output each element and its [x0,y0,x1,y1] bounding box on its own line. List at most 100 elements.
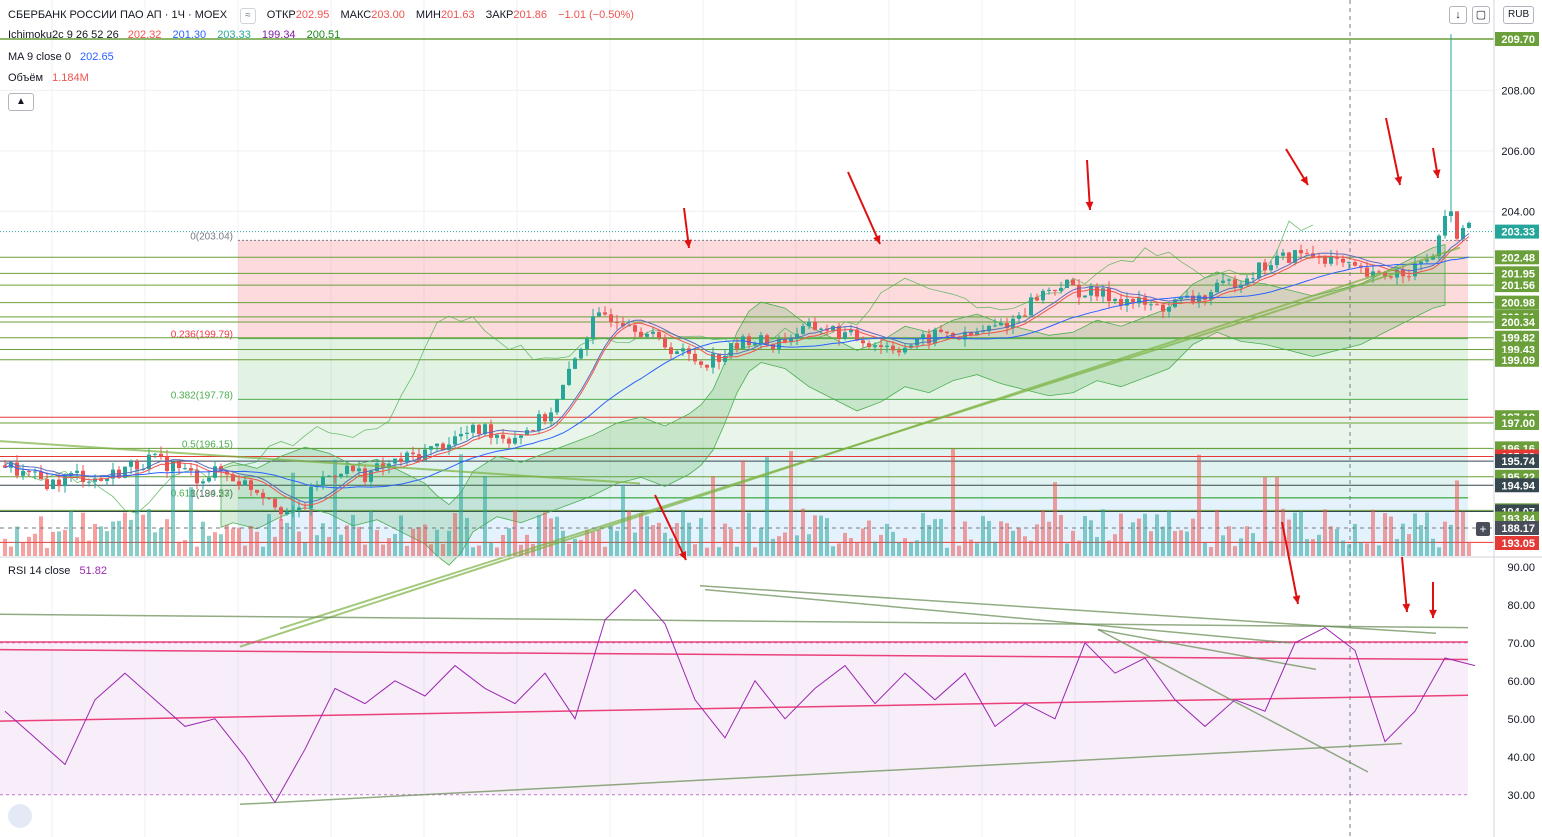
candle-body [51,479,55,490]
candle [195,464,199,490]
volume-bar [285,522,289,556]
volume-bar [987,520,991,556]
volume-bar [525,534,529,556]
candle [1029,293,1033,317]
volume-bar [1377,545,1381,556]
volume-bar [1029,540,1033,556]
volume-bar [105,531,109,556]
candle-body [345,465,349,474]
volume-bar [957,545,961,556]
candle-body [699,361,703,365]
candle-body [1113,299,1117,302]
candle [675,349,679,355]
volume-bar [789,451,793,556]
ichimoku-value-2: 201.30 [172,29,207,41]
volume-bar [1395,538,1399,556]
candle [81,465,85,488]
rsi-trend-line [699,585,1437,635]
candle-body [1449,211,1453,217]
candle-body [129,461,133,467]
candle-body [261,492,265,498]
volume-bar [759,527,763,556]
volume-bar [969,539,973,556]
volume-bar [321,523,325,556]
volume-bar [27,536,31,556]
annotation-arrow [1285,148,1309,186]
candle [1059,282,1063,294]
candle-body [1377,271,1381,273]
candle-body [327,475,331,477]
arrow-head [1300,176,1308,185]
candle [255,489,259,496]
candle [1221,273,1225,285]
volume-bar [471,547,475,556]
candle-body [999,323,1003,326]
volume-bar [861,528,865,556]
price-label-bg [1495,266,1539,281]
candle [1017,311,1021,322]
volume-bar [99,526,103,556]
price-label-bg [1495,278,1539,293]
currency-button[interactable]: RUB [1503,6,1535,24]
candle-body [1047,289,1051,291]
volume-bar [669,538,673,556]
rsi-scale-label: 90.00 [1507,562,1535,574]
candle-body [1155,304,1159,306]
candle [813,317,817,331]
candle [1281,248,1285,261]
price-label-bg [1495,295,1539,310]
volume-bar [795,535,799,556]
candle [21,464,25,480]
candle-body [525,430,529,436]
rsi-value: 51.82 [79,565,107,577]
candle-body [969,331,973,336]
candle [207,470,211,483]
volume-bar [543,512,547,556]
volume-bar [1449,524,1453,556]
candle [1113,297,1117,305]
volume-bar [51,531,55,556]
rsi-label: RSI 14 close [8,565,71,577]
candle [87,480,91,487]
volume-bar [711,476,715,556]
compare-icon[interactable]: ≈ [240,8,256,24]
volume-bar [1053,482,1057,556]
ohlc-low-key: МИН [415,9,441,21]
candle [411,446,415,462]
price-label-bg [1495,415,1539,430]
collapse-legend-button[interactable]: ▲ [8,93,34,111]
volume-bar [963,521,967,556]
candle [519,434,523,445]
volume-bar [1245,526,1249,556]
annotation-arrow [1432,147,1441,179]
candle [759,332,763,349]
candle-body [897,350,901,353]
volume-bar [165,519,169,556]
volume-bar [1119,513,1123,556]
fullscreen-icon[interactable]: ▢ [1472,6,1490,24]
candle-body [135,461,139,470]
volume-bar [813,515,817,556]
add-plus-icon[interactable]: + [1476,522,1490,536]
candle [1095,283,1099,301]
candle [699,360,703,369]
candle-body [267,497,271,499]
volume-bar [1419,525,1423,556]
volume-bar [489,542,493,556]
candle-body [1329,257,1333,264]
candle-body [447,444,451,450]
volume-bar [1311,539,1315,556]
symbol-title: СБЕРБАНК РОССИИ ПАО АП · 1Ч · MOEX [8,9,228,21]
candle [27,469,31,477]
candle-body [183,468,187,470]
volume-bar [1095,536,1099,556]
candle [837,322,841,346]
candle [495,434,499,445]
candle-body [1083,295,1087,298]
candle [507,436,511,448]
candle-body [1119,299,1123,306]
candle [1155,302,1159,306]
scroll-down-icon[interactable]: ↓ [1449,6,1467,24]
candle-body [585,338,589,349]
